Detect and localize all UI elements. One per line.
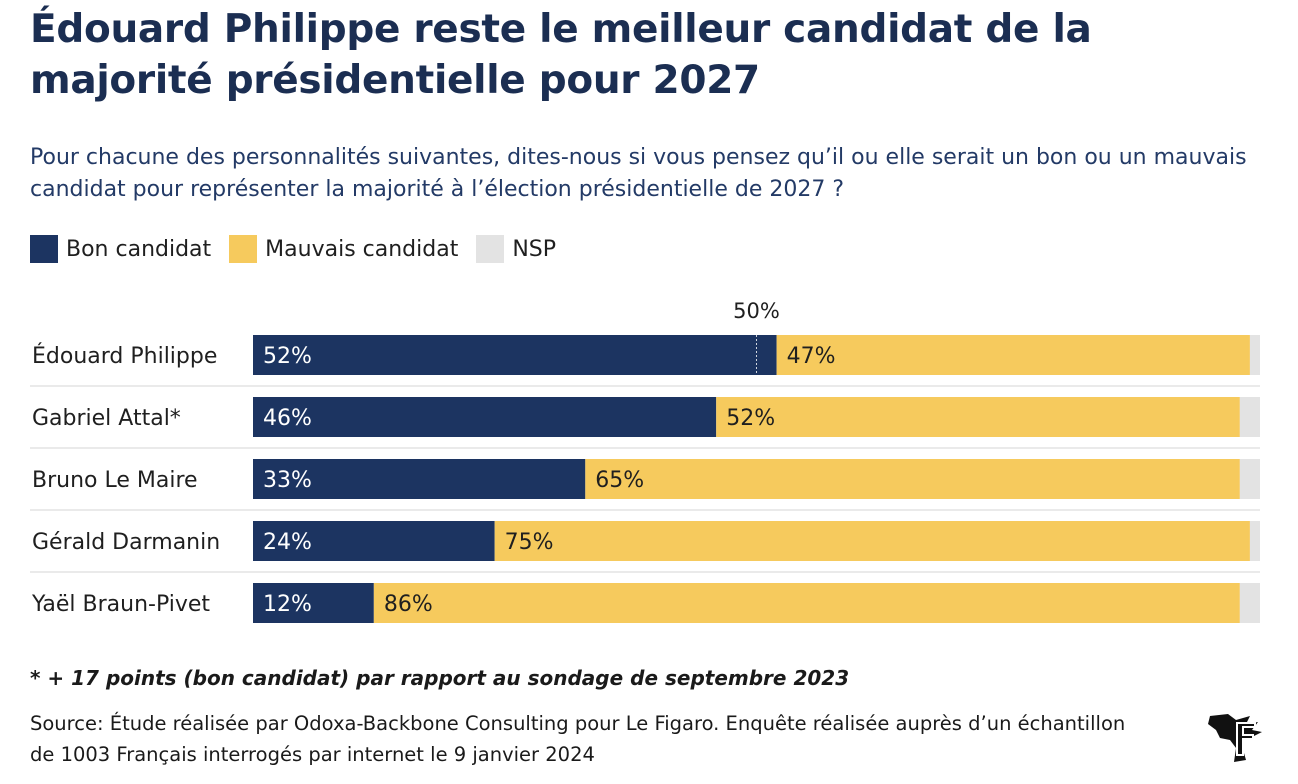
legend-swatch-bon xyxy=(30,235,58,263)
data-label: 33% xyxy=(263,468,312,493)
data-label: 24% xyxy=(263,530,312,555)
bar-segment-nsp xyxy=(1239,583,1260,623)
footnote: * + 17 points (bon candidat) par rapport… xyxy=(30,666,850,690)
bar-segment-nsp xyxy=(1239,459,1260,499)
bar-segment-nsp xyxy=(1249,521,1260,561)
chart-title: Édouard Philippe reste le meilleur candi… xyxy=(30,7,1092,103)
category-label: Gabriel Attal* xyxy=(32,406,181,431)
category-label: Bruno Le Maire xyxy=(32,468,198,493)
legend: Bon candidat Mauvais candidat NSP xyxy=(30,234,556,264)
bar-segment-nsp xyxy=(1249,335,1260,375)
data-label: 65% xyxy=(595,468,644,493)
data-label: 86% xyxy=(384,592,433,617)
data-label: 52% xyxy=(726,406,775,431)
bar-segment-mauvais xyxy=(373,583,1240,623)
source-note: Source: Étude réalisée par Odoxa-Backbon… xyxy=(30,712,1126,766)
bar-segment-bon xyxy=(253,521,495,561)
legend-item-mauvais: Mauvais candidat xyxy=(229,235,458,263)
legend-item-bon: Bon candidat xyxy=(30,235,211,263)
legend-label-nsp: NSP xyxy=(512,236,557,262)
le-figaro-logo-icon xyxy=(1208,714,1262,762)
legend-item-nsp: NSP xyxy=(476,235,556,263)
bar-segment-bon xyxy=(253,583,374,623)
reference-line-label: 50% xyxy=(733,299,780,323)
legend-swatch-mauvais xyxy=(229,235,258,263)
bar-segment-nsp xyxy=(1239,397,1260,437)
bar-segment-mauvais xyxy=(716,397,1240,437)
data-label: 46% xyxy=(263,406,312,431)
category-label: Gérald Darmanin xyxy=(32,530,220,555)
bar-segment-bon xyxy=(253,397,717,437)
legend-swatch-nsp xyxy=(476,235,505,263)
bar-segment-mauvais xyxy=(585,459,1240,499)
legend-label-mauvais: Mauvais candidat xyxy=(265,236,459,262)
legend-label-bon: Bon candidat xyxy=(66,236,212,262)
category-label: Édouard Philippe xyxy=(32,343,217,369)
bar-segment-mauvais xyxy=(494,521,1250,561)
data-label: 12% xyxy=(263,592,312,617)
data-label: 52% xyxy=(263,344,312,369)
data-label: 75% xyxy=(505,530,554,555)
bar-segment-mauvais xyxy=(776,335,1250,375)
category-label: Yaël Braun-Pivet xyxy=(31,592,210,617)
chart-subtitle: Pour chacune des personnalités suivantes… xyxy=(30,145,1247,202)
stacked-bar-chart: Édouard Philippe 52% 47% Gabriel Attal* 46% 5… xyxy=(30,299,1260,623)
data-label: 47% xyxy=(787,344,836,369)
bar-segment-bon xyxy=(253,459,586,499)
bar-segment-bon xyxy=(253,335,777,375)
